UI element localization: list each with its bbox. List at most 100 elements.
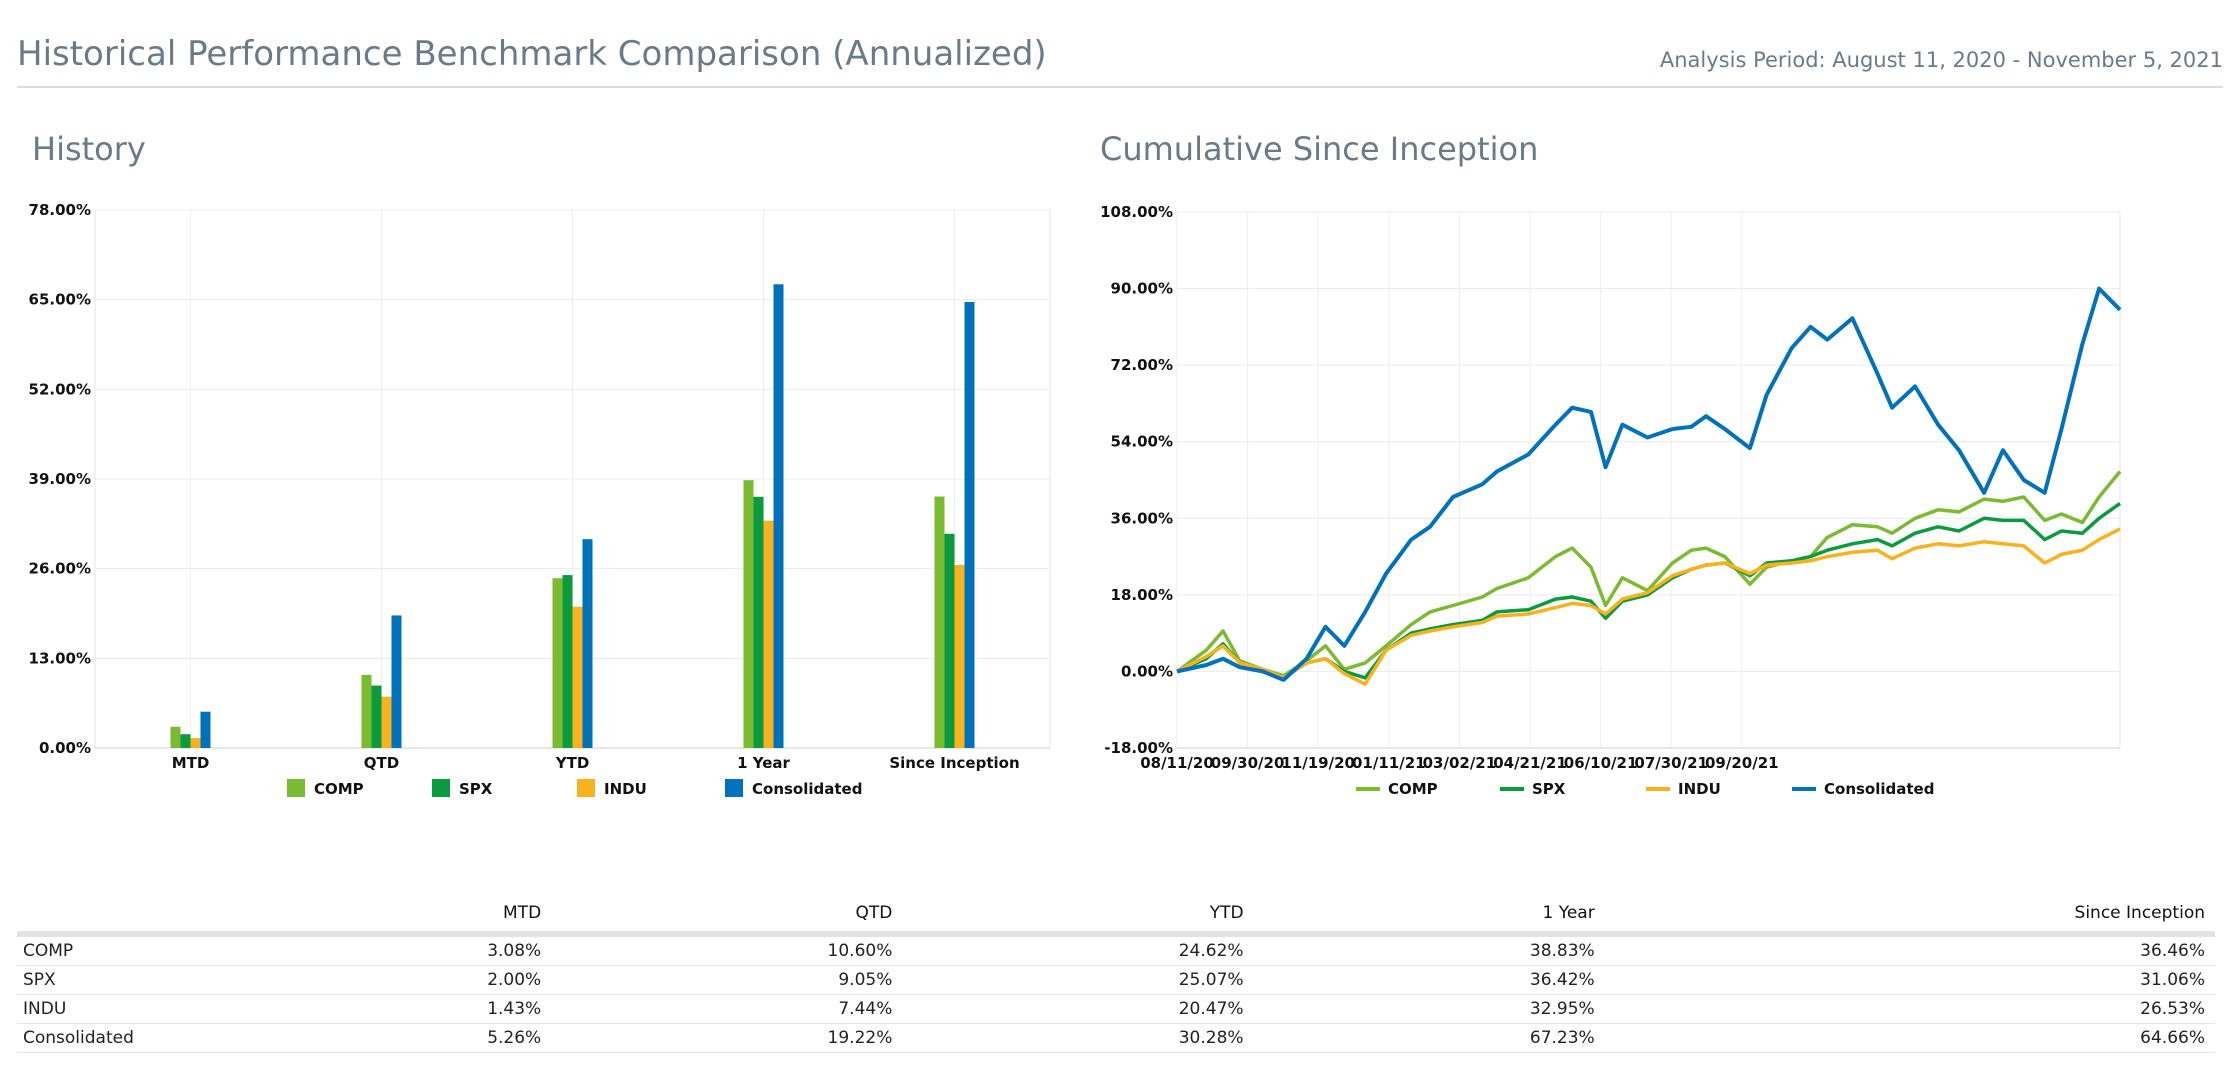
row-label: SPX	[17, 965, 247, 995]
y-tick-label: 90.00%	[1111, 280, 1173, 298]
bar-indu	[954, 565, 965, 748]
y-tick-label: 36.00%	[1111, 509, 1173, 527]
x-tick-label: Since Inception	[889, 754, 1019, 772]
x-tick-label: 09/30/20	[1211, 754, 1285, 772]
x-tick-label: 07/30/21	[1634, 754, 1708, 772]
column-header: 1 Year	[1253, 895, 1605, 937]
bar-spx	[753, 496, 764, 748]
y-tick-label: 108.00%	[1100, 203, 1173, 221]
legend-label: COMP	[314, 780, 364, 798]
bar-comp	[170, 726, 181, 748]
bar-comp	[361, 674, 372, 748]
bar-spx	[180, 734, 191, 748]
bar-consolidated	[391, 615, 402, 748]
table-cell: 20.47%	[902, 994, 1254, 1024]
bar-indu	[381, 696, 392, 748]
cumulative-line-chart: -18.00% 0.00% 18.00% 36.00% 54.00% 72.00% 90.0…	[1100, 203, 2122, 798]
table-cell: 10.60%	[551, 934, 903, 966]
history-section-title: History	[32, 130, 146, 168]
table-cell: 1.43%	[247, 994, 552, 1024]
x-tick-label: MTD	[172, 754, 210, 772]
legend-swatch	[287, 779, 305, 797]
y-tick-label: 0.00%	[1121, 662, 1173, 680]
y-tick-label: -18.00%	[1104, 739, 1173, 757]
bar-comp	[552, 578, 563, 748]
bar-comp	[934, 496, 945, 748]
legend-swatch	[432, 779, 450, 797]
row-label: Consolidated	[17, 1023, 247, 1053]
table-row: INDU 1.43% 7.44% 20.47% 32.95% 26.53%	[17, 994, 2215, 1024]
table-cell: 2.00%	[247, 965, 552, 995]
table-row: COMP 3.08% 10.60% 24.62% 38.83% 36.46%	[17, 934, 2215, 966]
legend-label: SPX	[1532, 780, 1566, 798]
table-cell: 19.22%	[551, 1023, 903, 1053]
table-row: Consolidated 5.26% 19.22% 30.28% 67.23% …	[17, 1023, 2215, 1053]
column-header	[17, 895, 247, 937]
performance-table: MTD QTD YTD 1 Year Since Inception COMP …	[17, 895, 2215, 1053]
bar-indu	[190, 738, 201, 748]
y-tick-label: 65.00%	[29, 291, 91, 309]
legend-label: INDU	[1678, 780, 1721, 798]
y-tick-label: 26.00%	[29, 560, 91, 578]
x-tick-label: QTD	[364, 754, 399, 772]
x-tick-label: 11/19/20	[1281, 754, 1355, 772]
table-cell: 9.05%	[551, 965, 903, 995]
series-line-consolidated	[1176, 286, 2122, 682]
column-header: YTD	[902, 895, 1254, 937]
y-tick-label: 39.00%	[29, 470, 91, 488]
table-cell: 36.42%	[1253, 965, 1605, 995]
bar-spx	[562, 575, 573, 748]
row-label: INDU	[17, 994, 247, 1024]
legend-label: COMP	[1388, 780, 1438, 798]
table-row: SPX 2.00% 9.05% 25.07% 36.42% 31.06%	[17, 965, 2215, 995]
y-tick-label: 72.00%	[1111, 356, 1173, 374]
table-cell: 31.06%	[1604, 965, 2215, 995]
x-tick-label: 08/11/20	[1140, 754, 1214, 772]
row-label: COMP	[17, 934, 247, 966]
page-title: Historical Performance Benchmark Compari…	[17, 34, 1047, 74]
x-tick-label: 1 Year	[737, 754, 790, 772]
cumulative-section-title: Cumulative Since Inception	[1100, 130, 1539, 168]
bar-consolidated	[964, 302, 975, 748]
legend-label: INDU	[604, 780, 647, 798]
table-cell: 64.66%	[1604, 1023, 2215, 1053]
y-tick-label: 18.00%	[1111, 586, 1173, 604]
table-cell: 7.44%	[551, 994, 903, 1024]
column-header: QTD	[551, 895, 903, 937]
table-cell: 24.62%	[902, 934, 1254, 966]
column-header: MTD	[247, 895, 552, 937]
bar-consolidated	[582, 539, 593, 748]
analysis-period: Analysis Period: August 11, 2020 - Novem…	[1659, 48, 2223, 72]
x-tick-label: 03/02/21	[1423, 754, 1497, 772]
bar-indu	[572, 606, 583, 748]
legend-label: Consolidated	[1824, 780, 1934, 798]
table-header-row: MTD QTD YTD 1 Year Since Inception	[17, 895, 2215, 937]
legend-label: Consolidated	[752, 780, 862, 798]
bar-comp	[743, 480, 754, 748]
x-tick-label: 01/11/21	[1352, 754, 1426, 772]
bar-indu	[763, 520, 774, 748]
x-tick-label: 04/21/21	[1493, 754, 1567, 772]
table-cell: 32.95%	[1253, 994, 1605, 1024]
x-tick-label: 09/20/21	[1705, 754, 1779, 772]
legend-swatch	[577, 779, 595, 797]
history-bar-chart: 0.00% 13.00% 26.00% 39.00% 52.00% 65.00% 78.00…	[29, 201, 1051, 798]
y-tick-label: 13.00%	[29, 649, 91, 667]
table-cell: 67.23%	[1253, 1023, 1605, 1053]
series-line-comp	[1175, 470, 2122, 678]
table-cell: 25.07%	[902, 965, 1254, 995]
x-tick-label: YTD	[555, 754, 590, 772]
table-cell: 3.08%	[247, 934, 552, 966]
x-tick-label: 06/10/21	[1564, 754, 1638, 772]
legend-label: SPX	[459, 780, 493, 798]
table-cell: 26.53%	[1604, 994, 2215, 1024]
bar-consolidated	[773, 284, 784, 748]
table-cell: 38.83%	[1253, 934, 1605, 966]
table-cell: 36.46%	[1604, 934, 2215, 966]
bar-spx	[371, 685, 382, 748]
bar-spx	[944, 533, 955, 748]
table-cell: 30.28%	[902, 1023, 1254, 1053]
series-line-indu	[1176, 527, 2121, 686]
page-header: Historical Performance Benchmark Compari…	[17, 30, 2223, 88]
bar-consolidated	[200, 711, 211, 748]
